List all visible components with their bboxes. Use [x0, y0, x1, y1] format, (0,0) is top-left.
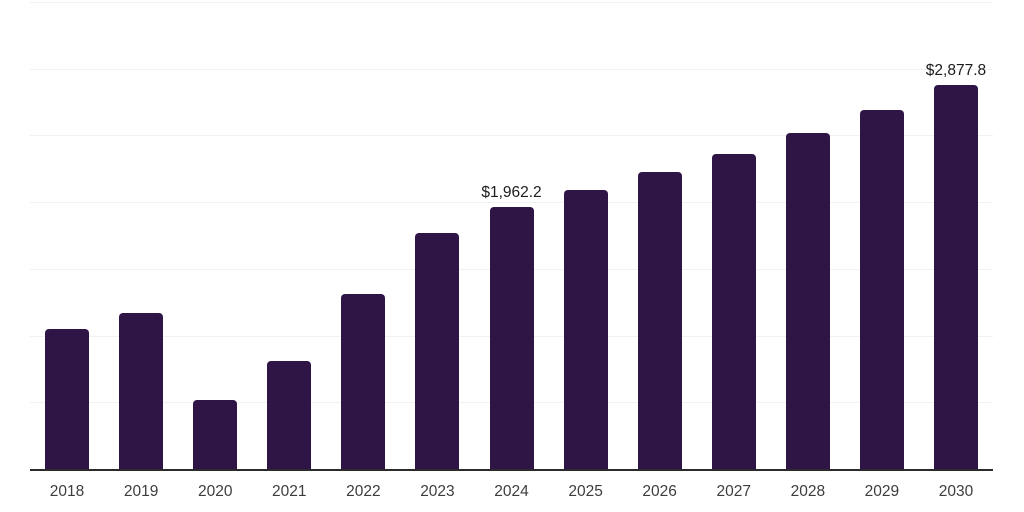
x-tick-label-2024: 2024: [494, 483, 529, 500]
x-tick-label-2028: 2028: [790, 483, 826, 500]
bar-column-2026: [623, 2, 697, 469]
x-tick-label-2022: 2022: [346, 483, 381, 500]
x-tick-label-2026: 2026: [642, 483, 677, 500]
bar-2021: [267, 361, 312, 469]
x-tick-label-2021: 2021: [272, 483, 307, 500]
bar-2025: [563, 190, 608, 469]
x-axis-line: [30, 469, 993, 471]
bar-column-2021: [252, 2, 326, 469]
bar-2019: [119, 312, 164, 469]
bar-column-2020: [178, 2, 252, 469]
bar-column-2023: [400, 2, 474, 469]
gridline: [30, 2, 993, 3]
gridline: [30, 202, 993, 204]
bar-2026: [637, 172, 682, 469]
x-tick-label-2030: 2030: [938, 483, 974, 500]
gridline: [30, 68, 993, 70]
x-tick-label-2018: 2018: [49, 483, 85, 500]
x-tick-label-2023: 2023: [420, 483, 455, 500]
bar-column-2025: [549, 2, 623, 469]
x-tick-label-2027: 2027: [716, 483, 751, 500]
gridline: [30, 135, 993, 137]
x-tick-label-2019: 2019: [123, 483, 159, 500]
bar-column-2030: $2,877.8: [919, 2, 993, 469]
bar-2023: [415, 232, 460, 469]
bar-column-2027: [697, 2, 771, 469]
x-tick-label-2025: 2025: [568, 483, 603, 500]
bar-column-2019: [104, 2, 178, 469]
x-tick-label-2020: 2020: [197, 483, 233, 500]
data-label-2024: $1,962.2: [481, 184, 542, 202]
bar-2030: $2,877.8: [926, 62, 986, 469]
bar-column-2018: [30, 2, 104, 469]
bar-2022: [341, 294, 386, 469]
bar-column-2028: [771, 2, 845, 469]
bar-2028: [785, 133, 830, 469]
bar-column-2024: $1,962.2: [474, 2, 548, 469]
bar-2027: [711, 153, 756, 469]
bar-2024: $1,962.2: [481, 184, 542, 469]
data-label-2030: $2,877.8: [925, 62, 987, 80]
bar-2020: [193, 400, 238, 469]
x-tick-label-2029: 2029: [864, 483, 900, 500]
bars-row: $1,962.2 $2,877.8: [30, 2, 993, 469]
x-axis-tick-labels: 2018 2019 2020 2021 2022 2023 2024 2025 2026 2027…: [30, 483, 993, 501]
bar-2029: [859, 109, 904, 469]
plot-area: $1,962.2 $2,877.8: [30, 2, 993, 469]
bar-column-2029: [845, 2, 919, 469]
bar-2018: [45, 329, 90, 469]
bar-column-2022: [326, 2, 400, 469]
